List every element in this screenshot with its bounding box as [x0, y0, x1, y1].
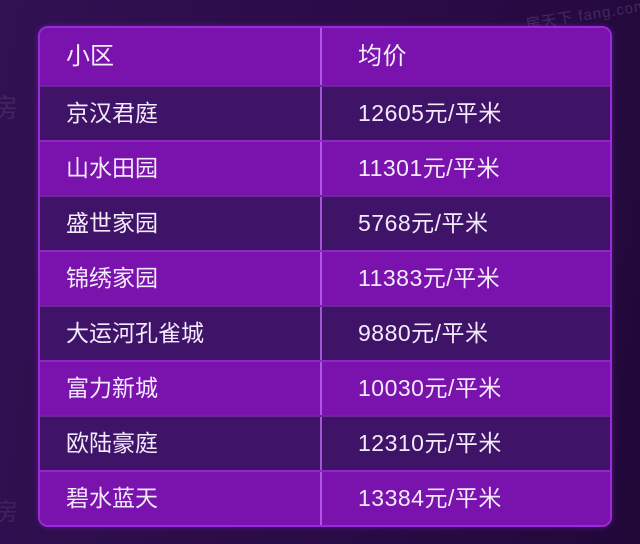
community-name: 锦绣家园 — [40, 252, 322, 306]
community-name: 碧水蓝天 — [40, 472, 322, 525]
table-row: 富力新城 10030元/平米 — [40, 360, 610, 416]
community-price: 12605元/平米 — [358, 100, 502, 127]
community-price: 13384元/平米 — [358, 484, 502, 511]
price-table: 小区 均价 京汉君庭 12605元/平米 山水田园 11301元/平米 盛世家园… — [38, 26, 612, 527]
table-row: 碧水蓝天 13384元/平米 — [40, 470, 610, 525]
table-row: 锦绣家园 11383元/平米 — [40, 250, 610, 306]
table-row: 大运河孔雀城 9880元/平米 — [40, 305, 610, 361]
community-price: 11301元/平米 — [358, 155, 501, 182]
edge-watermark-glyph: 房 — [0, 499, 18, 526]
community-price: 9880元/平米 — [358, 320, 489, 347]
community-name: 京汉君庭 — [40, 87, 322, 141]
table-row: 欧陆豪庭 12310元/平米 — [40, 415, 610, 470]
community-name: 欧陆豪庭 — [40, 417, 322, 470]
header-avg-price: 均价 — [358, 42, 407, 70]
header-community: 小区 — [40, 28, 322, 86]
community-price: 5768元/平米 — [358, 210, 489, 237]
community-price: 11383元/平米 — [358, 265, 501, 292]
table-row: 盛世家园 5768元/平米 — [40, 195, 610, 251]
community-name: 山水田园 — [40, 142, 322, 196]
community-price: 10030元/平米 — [358, 375, 502, 402]
community-name: 盛世家园 — [40, 197, 322, 251]
community-name: 大运河孔雀城 — [40, 307, 322, 361]
edge-watermark-glyph: 房 — [0, 93, 19, 123]
community-name: 富力新城 — [40, 362, 322, 416]
community-price: 12310元/平米 — [358, 430, 502, 457]
table-row: 山水田园 11301元/平米 — [40, 140, 610, 196]
table-row: 京汉君庭 12605元/平米 — [40, 85, 610, 141]
table-header-row: 小区 均价 — [40, 28, 610, 86]
